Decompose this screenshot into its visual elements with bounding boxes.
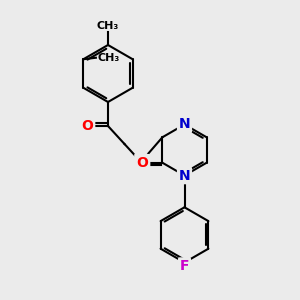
Text: F: F xyxy=(180,259,189,273)
Text: CH₃: CH₃ xyxy=(97,21,119,31)
Text: O: O xyxy=(82,119,94,133)
Text: CH₃: CH₃ xyxy=(98,53,120,63)
Text: N: N xyxy=(179,169,190,182)
Text: S: S xyxy=(136,155,146,169)
Text: N: N xyxy=(179,118,190,131)
Text: O: O xyxy=(137,156,148,170)
